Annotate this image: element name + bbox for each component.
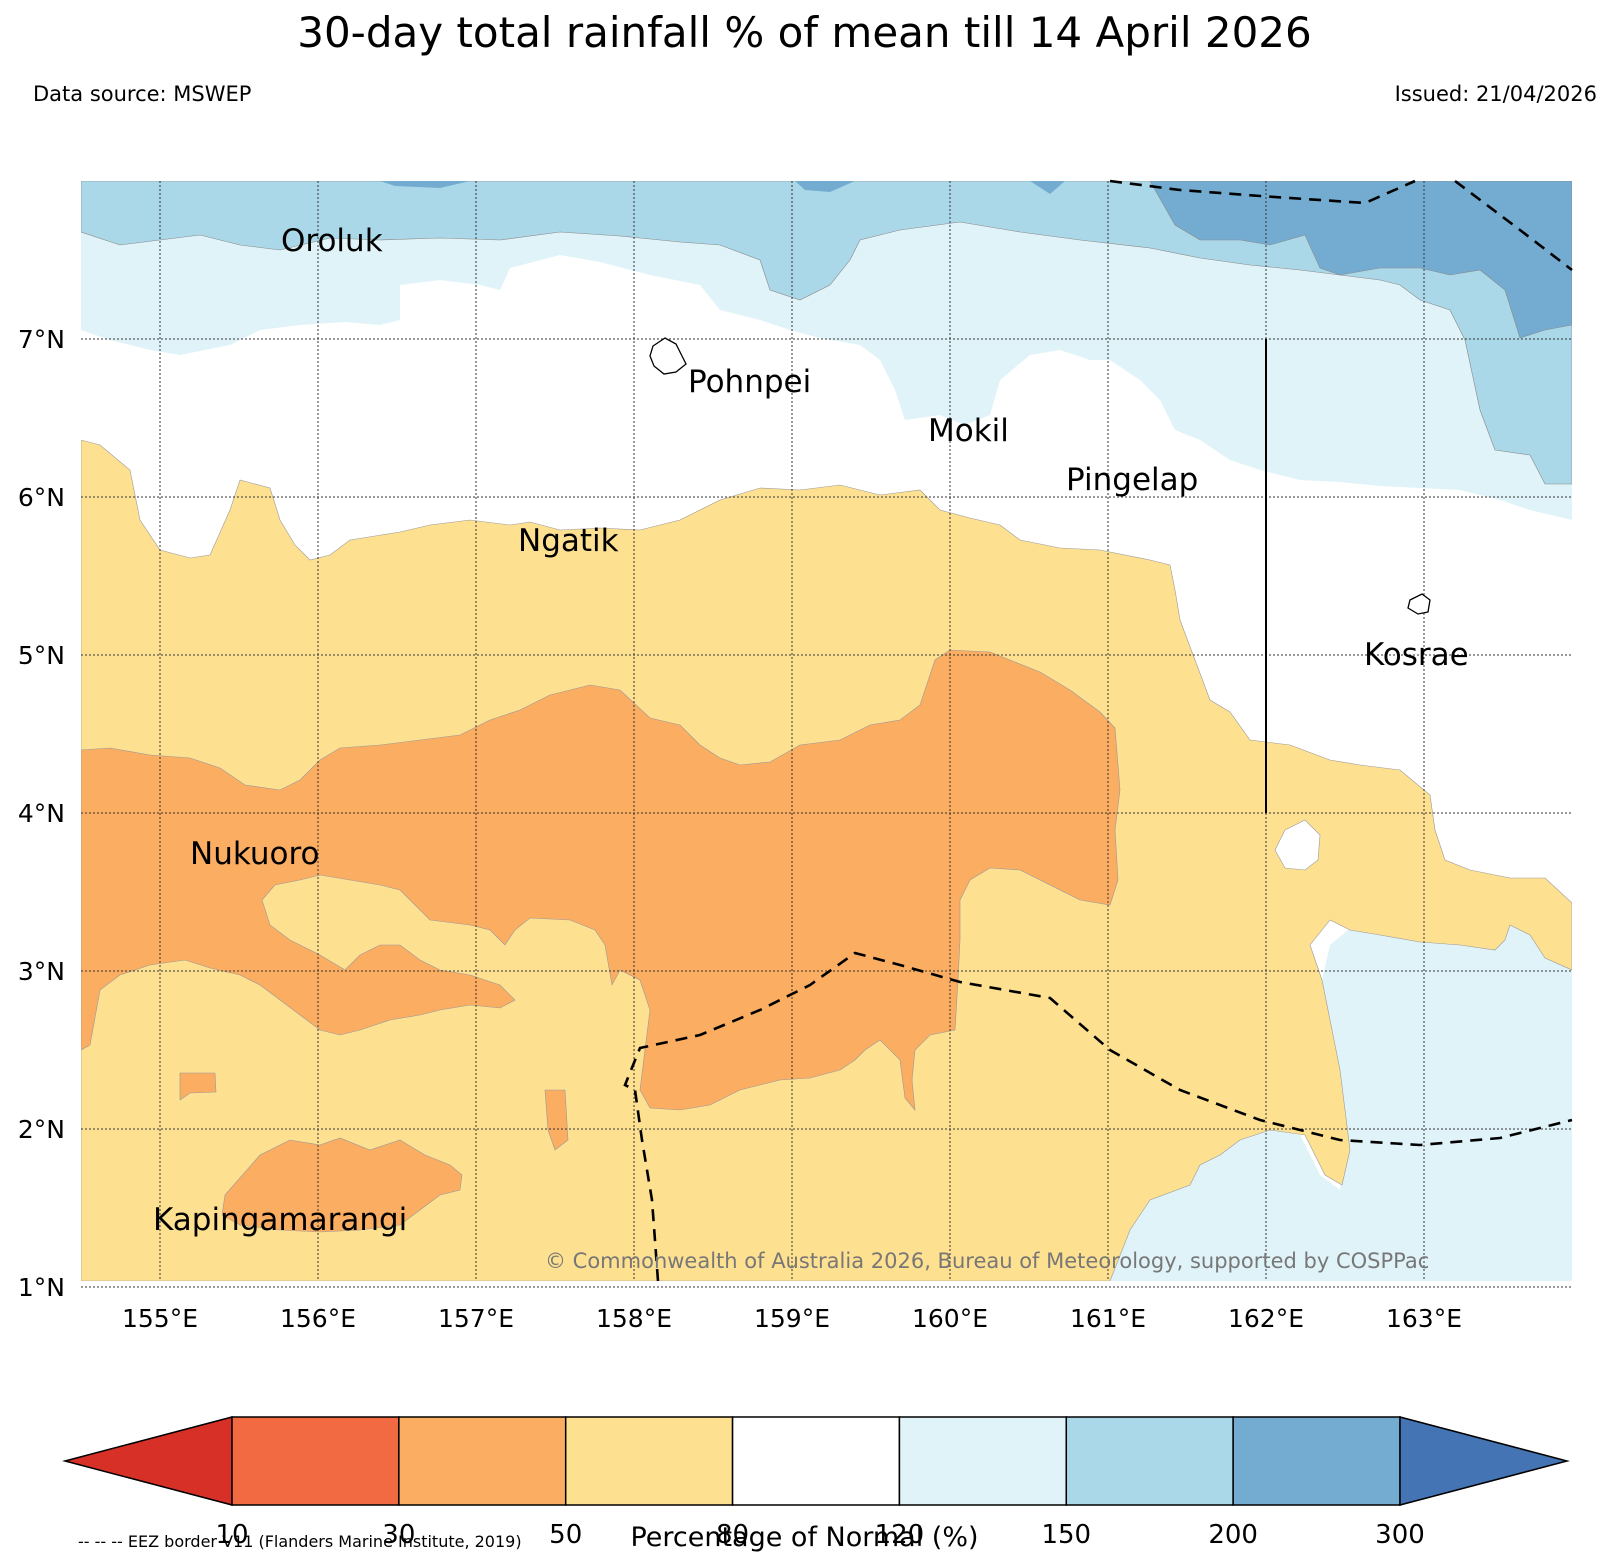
colorbar-tick-label: 80 xyxy=(716,1520,749,1550)
lon-label: 162°E xyxy=(1228,1304,1304,1333)
lon-label: 163°E xyxy=(1386,1304,1462,1333)
lat-label: 1°N xyxy=(18,1273,65,1302)
band-30-50 xyxy=(81,649,1121,1111)
white-patch xyxy=(1274,819,1321,871)
lat-label: 3°N xyxy=(18,957,65,986)
colorbar-label: Percentage of Normal (%) xyxy=(630,1522,979,1553)
orange-patch-3 xyxy=(221,1137,463,1233)
lat-label: 4°N xyxy=(18,799,65,828)
lon-label: 161°E xyxy=(1070,1304,1146,1333)
lat-label: 6°N xyxy=(18,483,65,512)
band-200-300-small xyxy=(380,181,470,188)
copyright-text: © Commonwealth of Australia 2026, Bureau… xyxy=(545,1249,1429,1273)
lon-label: 155°E xyxy=(122,1304,198,1333)
lon-axis: 155°E 156°E 157°E 158°E 159°E 160°E 161°… xyxy=(122,1304,1462,1333)
band-200-300 xyxy=(1149,181,1572,339)
place-kapingamarangi: Kapingamarangi xyxy=(153,1202,407,1238)
lon-label: 158°E xyxy=(596,1304,672,1333)
colorbar-tick-label: 120 xyxy=(875,1520,925,1550)
colorbar-segment xyxy=(731,1416,901,1506)
place-pohnpei: Pohnpei xyxy=(688,364,811,400)
eez-legend-note: -- -- -- EEZ border V11 (Flanders Marine… xyxy=(78,1532,522,1551)
orange-patch-1 xyxy=(179,1072,217,1101)
colorbar-tick-label: 300 xyxy=(1375,1520,1425,1550)
lon-label: 159°E xyxy=(754,1304,830,1333)
colorbar-segment xyxy=(898,1416,1068,1506)
kosrae-island xyxy=(1407,593,1431,615)
colorbar xyxy=(62,1416,1570,1506)
colorbar-segment xyxy=(564,1416,734,1506)
band-200-300-small-3 xyxy=(1030,181,1065,194)
band-150-200 xyxy=(81,181,1572,485)
place-kosrae: Kosrae xyxy=(1364,637,1469,673)
lon-label: 160°E xyxy=(912,1304,988,1333)
issued-date: Issued: 21/04/2026 xyxy=(1394,82,1597,106)
place-ngatik: Ngatik xyxy=(518,523,619,559)
lat-label: 5°N xyxy=(18,641,65,670)
lon-label: 157°E xyxy=(438,1304,514,1333)
orange-patch-2 xyxy=(544,1089,569,1151)
place-pingelap: Pingelap xyxy=(1066,462,1198,498)
colorbar-tick-label: 200 xyxy=(1208,1520,1258,1550)
colorbar-tick-label: 150 xyxy=(1041,1520,1091,1550)
data-source: Data source: MSWEP xyxy=(33,82,252,106)
place-mokil: Mokil xyxy=(928,413,1009,449)
band-200-300-small-2 xyxy=(795,181,855,192)
map-title: 30-day total rainfall % of mean till 14 … xyxy=(297,8,1312,57)
colorbar-segment xyxy=(231,1416,400,1506)
lat-axis: 7°N 6°N 5°N 4°N 3°N 2°N 1°N xyxy=(18,325,65,1302)
colorbar-segment xyxy=(1232,1416,1401,1506)
colorbar-tick-label: 50 xyxy=(549,1520,582,1550)
colorbar-tick-label: 30 xyxy=(382,1520,415,1550)
lat-label: 7°N xyxy=(18,325,65,354)
eez-borders xyxy=(623,179,1573,1282)
colorbar-ticks: 10 30 50 80 120 150 200 300 xyxy=(215,1520,1424,1550)
place-oroluk: Oroluk xyxy=(281,223,383,259)
place-nukuoro: Nukuoro xyxy=(190,836,319,872)
colorbar-segment xyxy=(1065,1416,1234,1506)
colorbar-segment xyxy=(398,1416,567,1506)
pohnpei-island xyxy=(649,337,687,375)
colorbar-extend-low xyxy=(62,1416,233,1506)
lat-label: 2°N xyxy=(18,1115,65,1144)
rainfall-field xyxy=(81,181,1572,1281)
colorbar-tick-label: 10 xyxy=(215,1520,248,1550)
colorbar-extend-high xyxy=(1399,1416,1570,1506)
lon-label: 156°E xyxy=(280,1304,356,1333)
